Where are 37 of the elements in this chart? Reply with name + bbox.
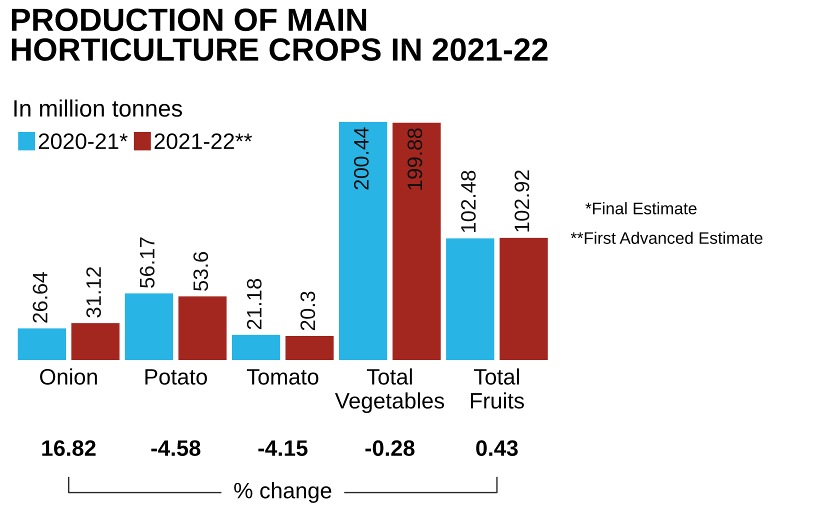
bar: [124, 293, 174, 360]
data-label: 26.64: [32, 272, 48, 323]
text: % change: [234, 482, 332, 503]
x-tick-label: Potato: [145, 369, 207, 385]
x-tick-label: Onion: [40, 368, 97, 385]
chart-title: PRODUCTION OF MAIN HORTICULTURE CROPS IN 2021-22: [12, 8, 548, 61]
bar: [339, 122, 388, 360]
text: -0.28: [365, 440, 415, 456]
x-tick-label: Tomato: [246, 369, 318, 385]
data-label: 56.17: [140, 238, 155, 288]
text: -4.15: [258, 440, 308, 456]
bar: [178, 296, 227, 360]
bar: [392, 122, 441, 360]
data-label: 102.92: [514, 170, 530, 232]
bar: [285, 336, 334, 360]
text: 16.82: [42, 440, 96, 456]
data-label: 53.6: [193, 252, 208, 291]
legend-label: 2020-21*: [38, 133, 128, 150]
legend-label: 2021-22**: [154, 133, 252, 150]
bar: [71, 323, 120, 360]
text: *Final Estimate: [585, 202, 697, 214]
data-label: 31.12: [86, 267, 102, 318]
bar: [446, 238, 494, 360]
data-label: 20.3: [300, 292, 316, 330]
data-label: 102.48: [461, 170, 476, 232]
x-tick-label: Total Vegetables: [334, 368, 444, 414]
x-tick-label: Total Fruits: [470, 368, 524, 409]
data-label: 199.88: [407, 128, 422, 190]
bar: [232, 334, 280, 360]
text: 0.43: [476, 440, 518, 456]
text: **First Advanced Estimate: [570, 232, 762, 244]
text: -4.58: [151, 440, 200, 456]
bar: [500, 238, 548, 360]
data-label: 21.18: [246, 278, 262, 330]
data-label: 200.44: [354, 127, 369, 190]
chart-subtitle: In million tonnes: [14, 99, 182, 117]
bar: [18, 328, 66, 360]
